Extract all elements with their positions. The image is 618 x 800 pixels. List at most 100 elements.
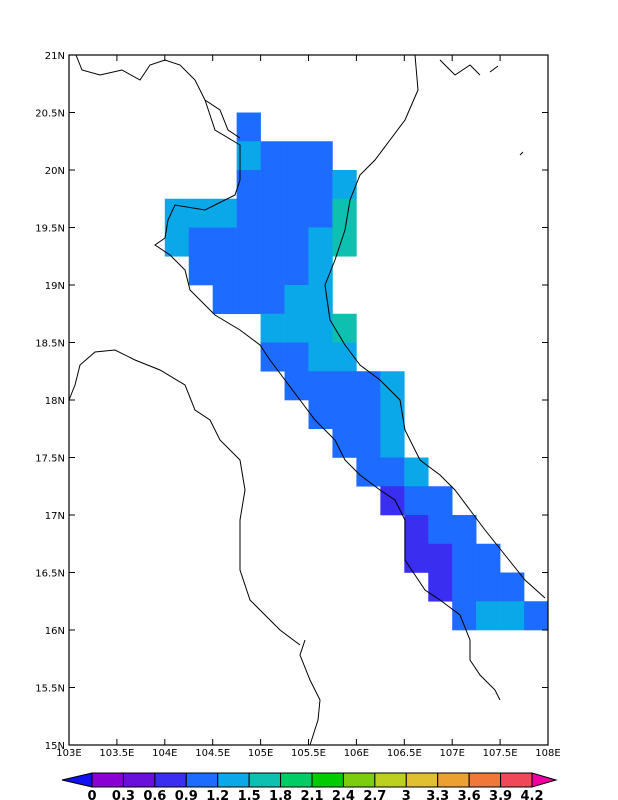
grid-cell — [500, 601, 525, 631]
colorbar-label: 1.5 — [238, 789, 261, 800]
grid-cell — [284, 170, 309, 200]
grid-cell — [308, 371, 333, 401]
colorbar-box — [311, 772, 344, 788]
grid-cell — [332, 400, 357, 430]
grid-cell — [380, 457, 405, 487]
grid-cell — [236, 170, 261, 200]
y-tick-label: 16N — [45, 626, 65, 637]
y-tick-label: 19.5N — [35, 224, 65, 235]
grid-cell — [212, 198, 237, 228]
colorbar-box — [91, 772, 124, 788]
y-tick-label: 15.5N — [35, 684, 65, 695]
y-tick-label: 18.5N — [35, 339, 65, 350]
x-tick-label: 103E — [56, 748, 81, 759]
y-tick-label: 17.5N — [35, 454, 65, 465]
coastline — [154, 99, 501, 746]
grid-cell — [332, 170, 357, 200]
colorbar-box — [405, 772, 439, 788]
colorbar-box — [468, 772, 502, 788]
y-tick-label: 15N — [45, 741, 65, 752]
grid-cell — [260, 342, 285, 372]
colorbar-label: 3.3 — [426, 789, 449, 800]
colorbar-label: 2.4 — [332, 789, 355, 800]
colorbar-box — [280, 772, 313, 788]
colorbar: 0 0.3 0.6 0.9 1.2 1.5 1.8 2.1 2.4 2.7 3 3.3 3.6 3.9 4.… — [61, 772, 558, 800]
grid-cell — [380, 371, 405, 401]
colorbar-box — [122, 772, 156, 788]
colorbar-extend — [61, 772, 93, 788]
grid-cell — [356, 400, 381, 430]
y-tick-label: 18N — [45, 396, 65, 407]
grid-cell — [236, 141, 261, 171]
coastline — [68, 349, 301, 646]
grid-cell — [452, 543, 477, 573]
x-tick-label: 108E — [535, 748, 560, 759]
colorbar-box — [500, 772, 533, 788]
x-tick-label: 106E — [344, 748, 369, 759]
colorbar-label: 2.1 — [300, 789, 323, 800]
grid-cell — [212, 285, 237, 315]
grid-cell — [236, 112, 261, 142]
colorbar-label: 3 — [402, 789, 411, 800]
x-tick-label: 105E — [248, 748, 273, 759]
grid-cell — [332, 313, 357, 343]
grid-cell — [428, 572, 453, 602]
grid-cell — [428, 486, 453, 516]
grid-cell — [308, 400, 333, 430]
x-tick-label: 106.5E — [387, 748, 422, 759]
grid-cell — [524, 601, 549, 631]
grid-cell — [308, 141, 333, 171]
grid-cell — [188, 256, 213, 286]
grid-cell — [500, 572, 525, 602]
grid-cell — [428, 515, 453, 545]
grid-cell — [188, 198, 213, 228]
grid-cell — [308, 256, 333, 286]
grid-cell — [404, 543, 429, 573]
colorbar-extend — [531, 772, 558, 788]
grid-cell — [332, 198, 357, 228]
grid-cell — [308, 227, 333, 257]
x-tick-label: 107.5E — [483, 748, 518, 759]
colorbar-box — [374, 772, 407, 788]
grid-cell — [452, 515, 477, 545]
grid-cell — [284, 342, 309, 372]
grid-cell — [164, 227, 190, 257]
coastline — [439, 59, 524, 156]
grid-cell — [332, 342, 357, 372]
x-tick-label: 105.5E — [291, 748, 326, 759]
grid-cell — [308, 198, 333, 228]
grid-cell — [236, 227, 261, 257]
grid-cell — [332, 371, 357, 401]
coastline — [324, 54, 546, 599]
colorbar-box — [185, 772, 219, 788]
grid-cell — [236, 256, 261, 286]
grid-cell — [404, 457, 429, 487]
x-tick-label: 103.5E — [99, 748, 134, 759]
y-tick-label: 21N — [45, 51, 65, 62]
colorbar-label: 4.2 — [520, 789, 543, 800]
grid-cell — [260, 141, 285, 171]
x-tick-label: 107E — [439, 748, 464, 759]
grid-cell — [452, 572, 477, 602]
y-tick-label: 20.5N — [35, 109, 65, 120]
colorbar-label: 3.9 — [489, 789, 512, 800]
y-tick-label: 20N — [45, 166, 65, 177]
grid-cell — [260, 285, 285, 315]
colorbar-box — [248, 772, 282, 788]
y-tick-label: 17N — [45, 511, 65, 522]
grid-cell — [356, 428, 381, 458]
grid-cell — [164, 198, 190, 228]
grid-cell — [284, 198, 309, 228]
colorbar-label: 0.3 — [112, 789, 135, 800]
grid-cell — [476, 572, 501, 602]
grid-cell — [260, 198, 285, 228]
colorbar-box — [342, 772, 376, 788]
grid-cell — [236, 198, 261, 228]
grid-cell — [284, 141, 309, 171]
grid-cell — [356, 457, 381, 487]
grid-cell — [308, 285, 333, 315]
colorbar-label: 0.6 — [143, 789, 166, 800]
grid-cell — [308, 342, 333, 372]
grid-cell — [260, 256, 285, 286]
grid-cell — [308, 170, 333, 200]
